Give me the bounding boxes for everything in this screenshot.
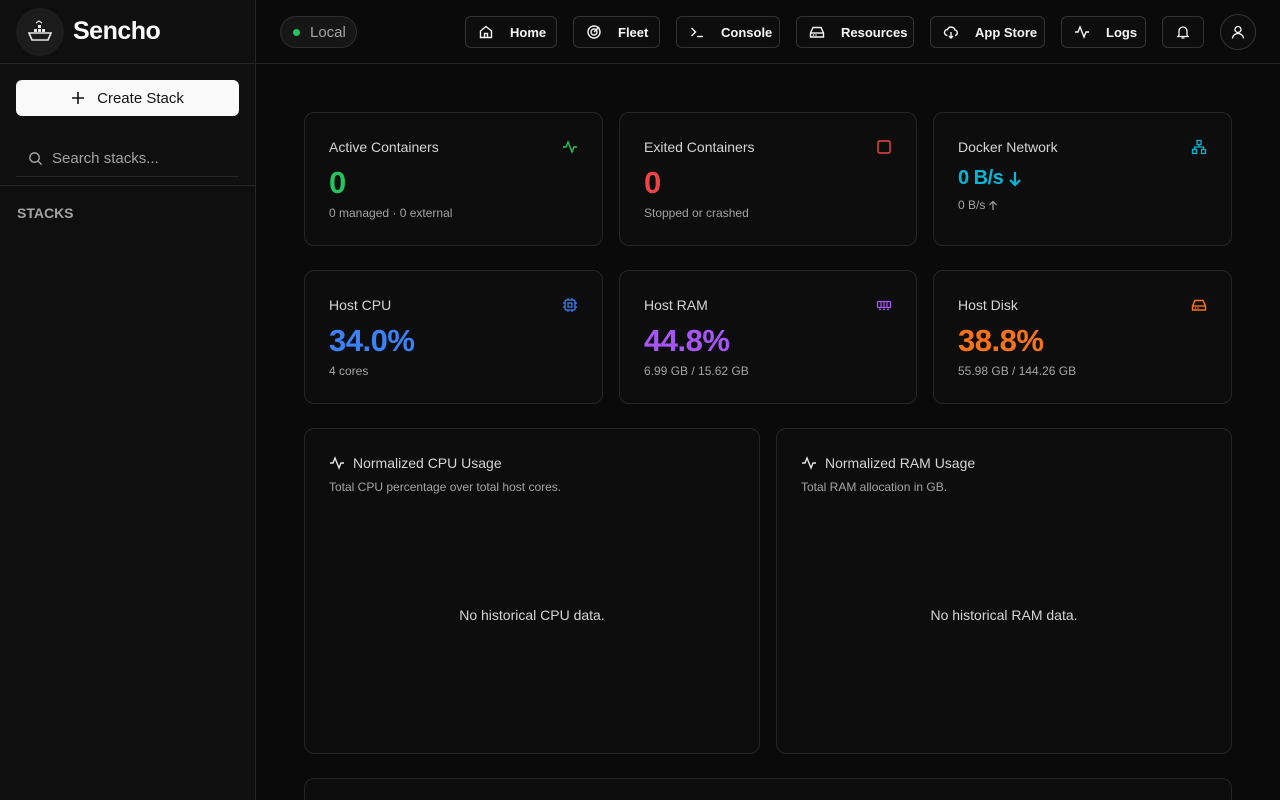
nav-console-button[interactable]: Console xyxy=(676,16,780,48)
environment-selector[interactable]: Local xyxy=(280,16,357,48)
stack-search xyxy=(16,140,239,177)
terminal-icon xyxy=(689,24,705,40)
activity-icon xyxy=(330,456,344,470)
status-dot xyxy=(293,28,300,36)
nav-fleet-button[interactable]: Fleet xyxy=(573,16,660,48)
chart-header: Normalized RAM Usage xyxy=(801,455,975,471)
stat-value: 44.8% xyxy=(644,323,730,358)
logo-icon xyxy=(16,7,64,56)
nav-home-label: Home xyxy=(510,24,547,40)
nav-fleet-label: Fleet xyxy=(618,24,649,40)
user-menu-button[interactable] xyxy=(1220,14,1256,50)
card-title: Host CPU xyxy=(329,297,392,313)
activity-icon xyxy=(1074,24,1090,40)
hard-drive-icon xyxy=(809,24,825,40)
cloud-download-icon xyxy=(943,24,959,40)
empty-state-message: No historical CPU data. xyxy=(459,607,605,623)
network-in-rate: 0 B/s xyxy=(958,167,1023,190)
docker-network-card: Docker Network 0 B/s 0 B/s xyxy=(933,112,1232,246)
stat-subtitle: 55.98 GB / 144.26 GB xyxy=(958,364,1077,378)
create-stack-label: Create Stack xyxy=(97,89,184,107)
cpu-usage-chart-card: Normalized CPU Usage Total CPU percentag… xyxy=(304,428,760,754)
host-disk-card: Host Disk 38.8% 55.98 GB / 144.26 GB xyxy=(933,270,1232,404)
activity-icon xyxy=(802,456,816,470)
stat-value: 0 xyxy=(644,165,661,200)
card-title: Exited Containers xyxy=(644,139,755,155)
stat-value: 34.0% xyxy=(329,323,415,358)
hard-drive-icon xyxy=(1191,299,1207,311)
cpu-icon xyxy=(563,298,577,312)
nav-logs-button[interactable]: Logs xyxy=(1061,16,1146,48)
empty-state-message: No historical RAM data. xyxy=(930,607,1078,623)
nav-app-store-button[interactable]: App Store xyxy=(930,16,1045,48)
stat-value: 0 xyxy=(329,165,346,200)
square-icon xyxy=(877,140,891,154)
radar-icon xyxy=(586,24,602,40)
chart-title: Normalized RAM Usage xyxy=(825,455,976,471)
arrow-down-icon xyxy=(1009,171,1022,187)
exited-containers-card: Exited Containers 0 Stopped or crashed xyxy=(619,112,917,246)
arrow-up-icon xyxy=(989,200,998,210)
sidebar-divider xyxy=(0,185,255,186)
plus-icon xyxy=(72,92,85,104)
search-input[interactable] xyxy=(52,149,232,167)
search-icon xyxy=(29,151,43,165)
host-ram-card: Host RAM 44.8% 6.99 GB / 15.62 GB xyxy=(619,270,917,404)
host-cpu-card: Host CPU 34.0% 4 cores xyxy=(304,270,603,404)
chart-header: Normalized CPU Usage xyxy=(329,455,502,471)
topbar: Local Home Fleet Console Resources App S… xyxy=(256,0,1280,64)
app-name: Sencho xyxy=(73,17,161,45)
sidebar: Sencho Create Stack STACKS xyxy=(0,0,256,800)
card-title: Host Disk xyxy=(958,297,1018,313)
active-containers-card: Active Containers 0 0 managed · 0 extern… xyxy=(304,112,603,246)
stat-value: 0 B/s xyxy=(958,167,1004,189)
bell-icon xyxy=(1176,26,1190,39)
chart-description: Total CPU percentage over total host cor… xyxy=(329,480,562,494)
next-panel-card xyxy=(304,778,1232,800)
ram-usage-chart-card: Normalized RAM Usage Total RAM allocatio… xyxy=(776,428,1232,754)
card-title: Docker Network xyxy=(958,139,1058,155)
stat-subtitle: 0 managed · 0 external xyxy=(329,206,453,220)
stat-value: 38.8% xyxy=(958,323,1044,358)
chart-title: Normalized CPU Usage xyxy=(353,455,502,471)
chart-description: Total RAM allocation in GB. xyxy=(801,480,948,494)
memory-icon xyxy=(876,300,892,311)
card-title: Active Containers xyxy=(329,139,439,155)
nav-resources-label: Resources xyxy=(841,24,908,40)
nav-console-label: Console xyxy=(721,24,773,40)
nav-app-store-label: App Store xyxy=(975,24,1038,40)
stat-subtitle: Stopped or crashed xyxy=(644,206,749,220)
nav-resources-button[interactable]: Resources xyxy=(796,16,914,48)
stacks-section-label: STACKS xyxy=(17,205,74,221)
network-icon xyxy=(1191,139,1207,155)
nav-logs-label: Logs xyxy=(1106,24,1138,40)
create-stack-button[interactable]: Create Stack xyxy=(16,80,239,116)
network-out-rate: 0 B/s xyxy=(958,198,998,212)
brand: Sencho xyxy=(0,0,255,64)
user-icon xyxy=(1231,25,1245,39)
home-icon xyxy=(478,24,494,40)
nav-home-button[interactable]: Home xyxy=(465,16,557,48)
activity-icon xyxy=(563,140,577,154)
stat-subtitle: 0 B/s xyxy=(958,198,986,212)
stat-subtitle: 6.99 GB / 15.62 GB xyxy=(644,364,749,378)
stat-subtitle: 4 cores xyxy=(329,364,369,378)
environment-label: Local xyxy=(310,23,346,41)
card-title: Host RAM xyxy=(644,297,708,313)
notifications-button[interactable] xyxy=(1162,16,1204,48)
